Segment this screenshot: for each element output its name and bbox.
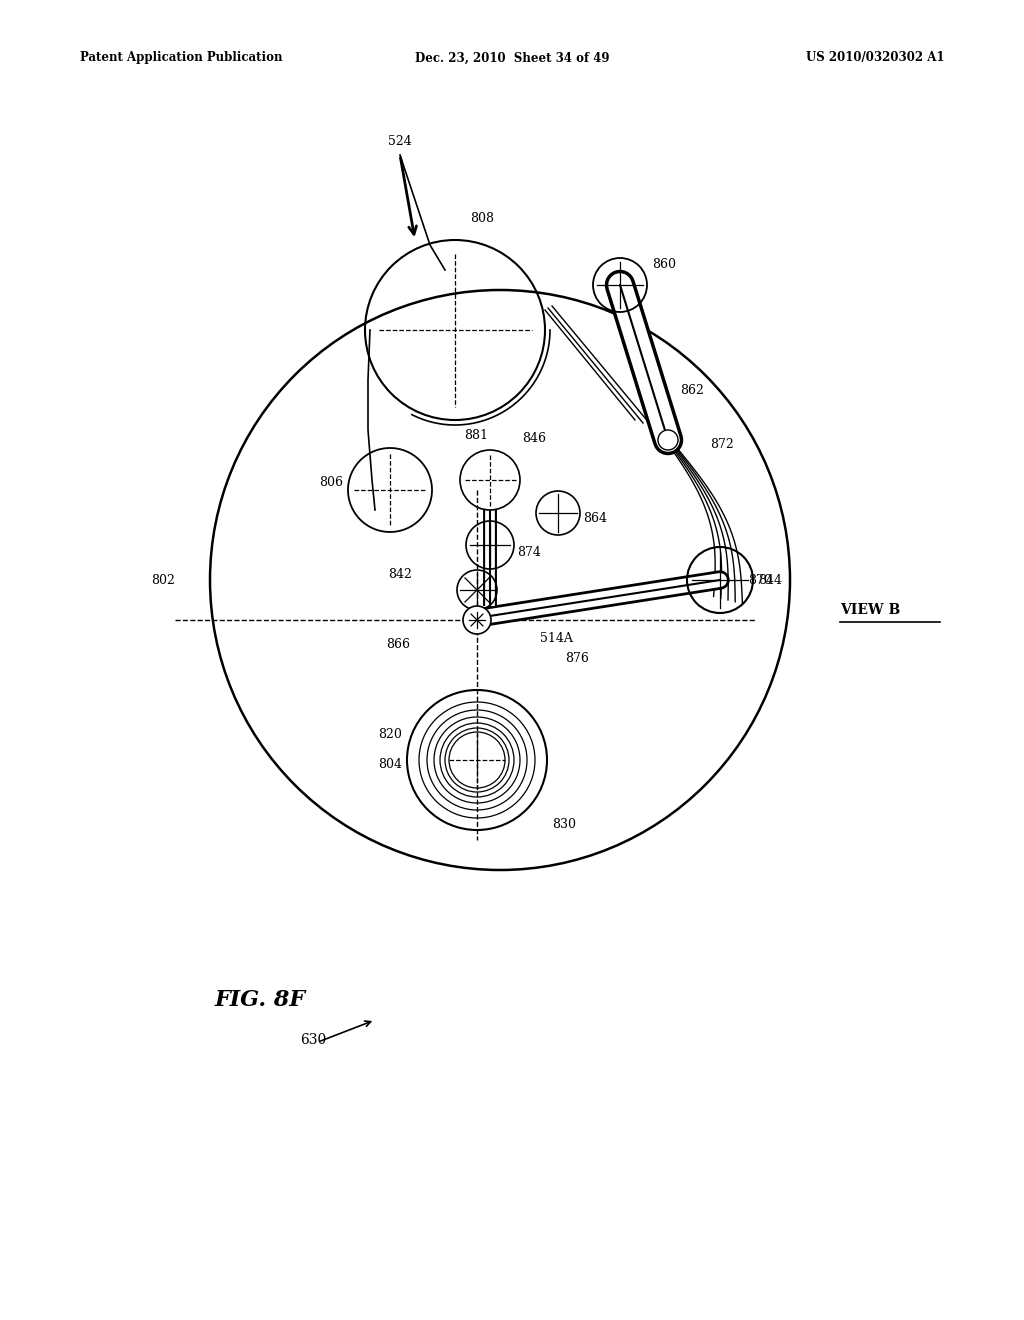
Text: VIEW B: VIEW B — [840, 603, 900, 616]
Text: US 2010/0320302 A1: US 2010/0320302 A1 — [806, 51, 944, 65]
Text: 876: 876 — [565, 652, 589, 664]
Text: Dec. 23, 2010  Sheet 34 of 49: Dec. 23, 2010 Sheet 34 of 49 — [415, 51, 609, 65]
Text: 874: 874 — [517, 546, 541, 560]
Text: 870: 870 — [748, 573, 772, 586]
Text: 872: 872 — [710, 438, 734, 451]
Text: 808: 808 — [470, 213, 494, 224]
Text: 844: 844 — [758, 573, 782, 586]
Text: 630: 630 — [300, 1034, 327, 1047]
Text: 846: 846 — [522, 432, 546, 445]
Text: 881: 881 — [464, 429, 488, 442]
Text: 804: 804 — [378, 759, 402, 771]
Text: 862: 862 — [680, 384, 703, 396]
Text: 514A: 514A — [540, 631, 572, 644]
Text: 524: 524 — [388, 135, 412, 148]
Circle shape — [658, 430, 678, 450]
Text: 820: 820 — [378, 729, 402, 742]
Text: 866: 866 — [386, 639, 410, 652]
Text: FIG. 8F: FIG. 8F — [215, 989, 306, 1011]
Circle shape — [463, 606, 490, 634]
Text: 806: 806 — [319, 475, 343, 488]
Text: Patent Application Publication: Patent Application Publication — [80, 51, 283, 65]
Text: 802: 802 — [152, 573, 175, 586]
Text: 860: 860 — [652, 259, 676, 272]
Text: 830: 830 — [552, 818, 575, 832]
Text: 864: 864 — [583, 511, 607, 524]
Text: 842: 842 — [388, 569, 412, 582]
